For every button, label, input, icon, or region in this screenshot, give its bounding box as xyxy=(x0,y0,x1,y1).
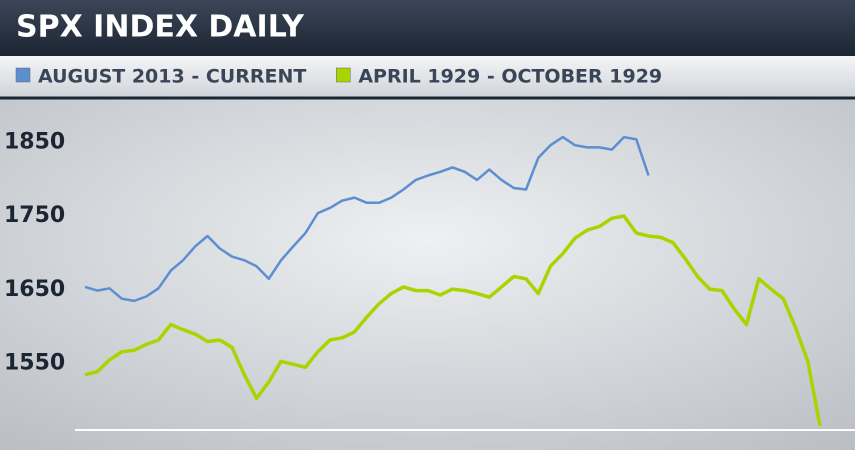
legend-bar xyxy=(0,56,855,98)
chart-title: SPX INDEX DAILY xyxy=(16,10,305,45)
series-line xyxy=(84,135,650,303)
legend-label: APRIL 1929 - OCTOBER 1929 xyxy=(358,66,662,88)
y-tick-label: 1750 xyxy=(4,203,65,228)
legend-label: AUGUST 2013 - CURRENT xyxy=(38,66,306,88)
y-tick-label: 1650 xyxy=(4,277,65,302)
plot-background xyxy=(0,98,855,450)
legend-swatch xyxy=(336,67,351,83)
y-tick-label: 1550 xyxy=(4,351,65,376)
series-line xyxy=(84,214,822,426)
legend-swatch xyxy=(15,67,31,83)
title-bar xyxy=(0,0,855,56)
y-tick-label: 1850 xyxy=(4,129,65,154)
